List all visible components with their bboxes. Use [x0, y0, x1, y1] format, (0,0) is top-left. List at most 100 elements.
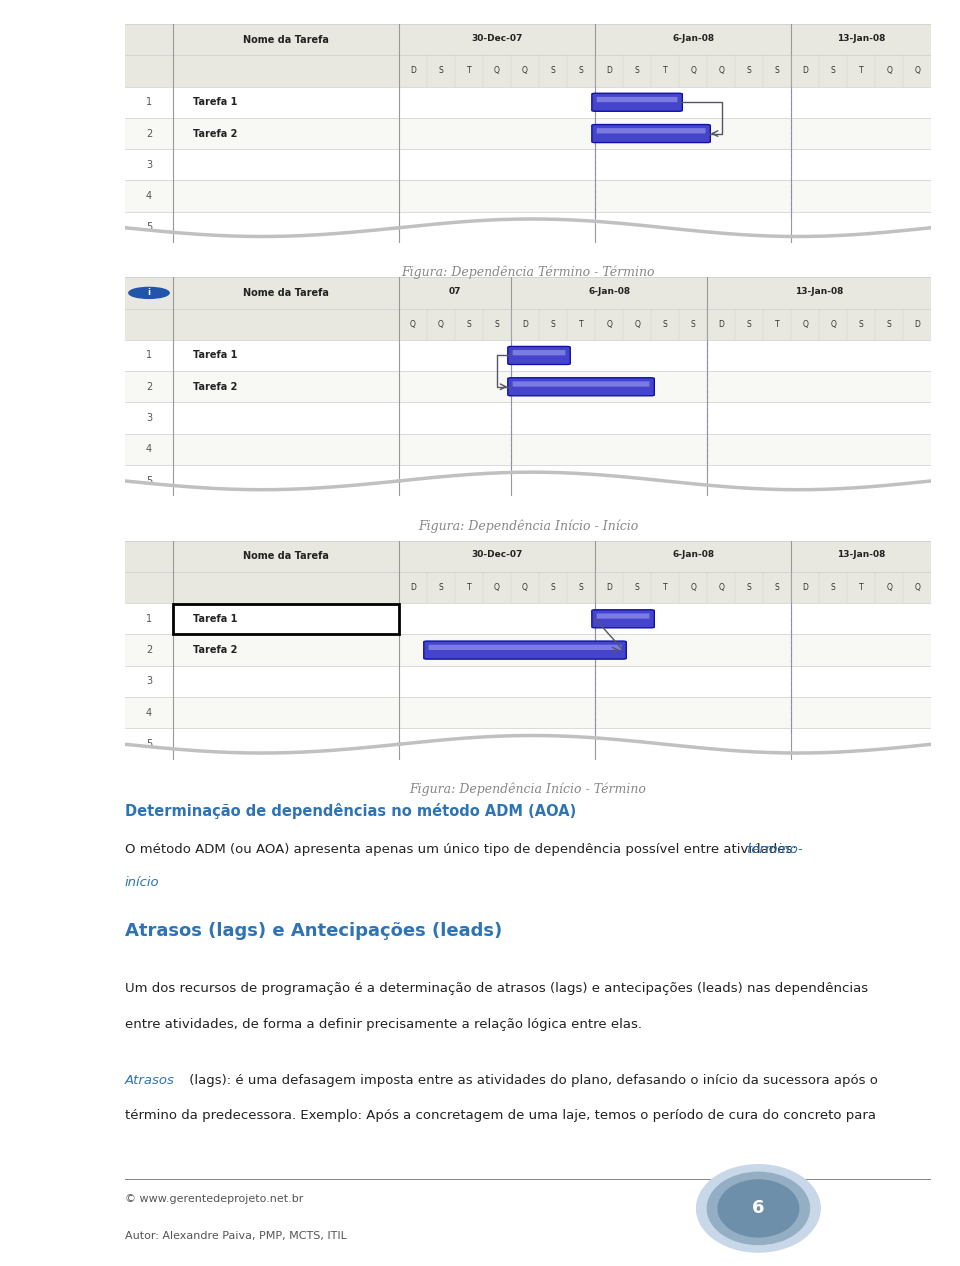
- FancyBboxPatch shape: [125, 371, 931, 403]
- Text: Q: Q: [718, 67, 724, 76]
- Text: Tarefa 2: Tarefa 2: [193, 382, 238, 391]
- FancyBboxPatch shape: [173, 604, 399, 633]
- Text: S: S: [747, 320, 752, 329]
- Text: Figura: Dependência Início - Início: Figura: Dependência Início - Início: [418, 519, 638, 533]
- Text: Q: Q: [522, 584, 528, 592]
- FancyBboxPatch shape: [513, 381, 650, 386]
- Text: S: S: [830, 67, 835, 76]
- Text: S: S: [439, 67, 444, 76]
- FancyBboxPatch shape: [423, 641, 626, 660]
- FancyBboxPatch shape: [125, 698, 931, 728]
- Text: T: T: [662, 584, 667, 592]
- Text: T: T: [579, 320, 584, 329]
- Text: Q: Q: [886, 584, 892, 592]
- Text: 2: 2: [146, 646, 152, 655]
- Text: 1: 1: [146, 97, 152, 108]
- Text: T: T: [662, 67, 667, 76]
- Text: S: S: [859, 320, 864, 329]
- FancyBboxPatch shape: [125, 541, 931, 572]
- Text: Figura: Dependência Término - Término: Figura: Dependência Término - Término: [401, 266, 655, 280]
- Text: S: S: [551, 320, 556, 329]
- Text: Figura: Dependência Início - Término: Figura: Dependência Início - Término: [410, 782, 646, 796]
- Text: T: T: [859, 67, 863, 76]
- FancyBboxPatch shape: [125, 634, 931, 666]
- Text: Q: Q: [438, 320, 444, 329]
- Text: Q: Q: [410, 320, 416, 329]
- FancyBboxPatch shape: [125, 728, 931, 760]
- Text: 2: 2: [146, 129, 152, 138]
- Text: término-: término-: [746, 843, 803, 856]
- Text: Autor: Alexandre Paiva, PMP, MCTS, ITIL: Autor: Alexandre Paiva, PMP, MCTS, ITIL: [125, 1231, 347, 1241]
- Text: © www.gerentedeprojeto.net.br: © www.gerentedeprojeto.net.br: [125, 1194, 303, 1204]
- FancyBboxPatch shape: [125, 603, 931, 634]
- Text: Q: Q: [690, 67, 696, 76]
- Text: 5: 5: [146, 223, 152, 233]
- Text: 6-Jan-08: 6-Jan-08: [588, 287, 630, 296]
- Text: S: S: [747, 584, 752, 592]
- FancyBboxPatch shape: [125, 277, 931, 496]
- Text: D: D: [803, 584, 808, 592]
- Text: Q: Q: [830, 320, 836, 329]
- FancyBboxPatch shape: [508, 377, 655, 396]
- Text: Q: Q: [718, 584, 724, 592]
- Text: término da predecessora. Exemplo: Após a concretagem de uma laje, temos o períod: término da predecessora. Exemplo: Após a…: [125, 1109, 876, 1122]
- Text: S: S: [775, 584, 780, 592]
- Text: Q: Q: [803, 320, 808, 329]
- Text: D: D: [410, 584, 416, 592]
- Text: Q: Q: [494, 584, 500, 592]
- Text: S: S: [691, 320, 695, 329]
- Text: 4: 4: [146, 191, 152, 201]
- FancyBboxPatch shape: [125, 211, 931, 243]
- Text: 13-Jan-08: 13-Jan-08: [795, 287, 843, 296]
- Text: Tarefa 1: Tarefa 1: [193, 97, 238, 108]
- FancyBboxPatch shape: [125, 118, 931, 149]
- FancyBboxPatch shape: [597, 97, 678, 103]
- Text: S: S: [579, 67, 584, 76]
- Text: S: S: [551, 67, 556, 76]
- Text: Q: Q: [494, 67, 500, 76]
- Text: Q: Q: [635, 320, 640, 329]
- Text: Um dos recursos de programação é a determinação de atrasos (lags) e antecipações: Um dos recursos de programação é a deter…: [125, 982, 868, 995]
- Circle shape: [708, 1172, 809, 1244]
- FancyBboxPatch shape: [125, 434, 931, 465]
- Text: D: D: [606, 584, 612, 592]
- Text: S: S: [747, 67, 752, 76]
- Text: 07: 07: [448, 287, 461, 296]
- FancyBboxPatch shape: [597, 614, 650, 619]
- Text: D: D: [522, 320, 528, 329]
- Text: Nome da Tarefa: Nome da Tarefa: [243, 34, 329, 44]
- Text: S: S: [662, 320, 667, 329]
- Text: Determinação de dependências no método ADM (AOA): Determinação de dependências no método A…: [125, 803, 576, 819]
- Text: S: S: [775, 67, 780, 76]
- FancyBboxPatch shape: [508, 347, 570, 365]
- Circle shape: [129, 287, 169, 299]
- Text: 6-Jan-08: 6-Jan-08: [672, 34, 714, 43]
- Text: Q: Q: [886, 67, 892, 76]
- Text: início: início: [125, 876, 159, 889]
- Text: D: D: [803, 67, 808, 76]
- Text: T: T: [775, 320, 780, 329]
- FancyBboxPatch shape: [591, 94, 683, 111]
- Text: T: T: [467, 584, 471, 592]
- Text: 30-Dec-07: 30-Dec-07: [471, 34, 522, 43]
- Text: Q: Q: [690, 584, 696, 592]
- FancyBboxPatch shape: [125, 24, 931, 56]
- Text: S: S: [467, 320, 471, 329]
- Text: S: S: [439, 584, 444, 592]
- Text: S: S: [830, 584, 835, 592]
- Text: S: S: [887, 320, 892, 329]
- Text: D: D: [914, 320, 920, 329]
- Text: O método ADM (ou AOA) apresenta apenas um único tipo de dependência possível ent: O método ADM (ou AOA) apresenta apenas u…: [125, 843, 801, 856]
- FancyBboxPatch shape: [125, 403, 931, 434]
- FancyBboxPatch shape: [597, 128, 706, 133]
- Text: Tarefa 2: Tarefa 2: [193, 646, 238, 655]
- Text: 4: 4: [146, 708, 152, 718]
- Text: (lags): é uma defasagem imposta entre as atividades do plano, defasando o início: (lags): é uma defasagem imposta entre as…: [185, 1074, 878, 1086]
- Text: Tarefa 1: Tarefa 1: [193, 351, 238, 361]
- Text: 5: 5: [146, 476, 152, 486]
- FancyBboxPatch shape: [125, 56, 931, 86]
- FancyBboxPatch shape: [125, 277, 931, 309]
- Text: Atrasos: Atrasos: [125, 1074, 175, 1086]
- Text: 13-Jan-08: 13-Jan-08: [837, 34, 885, 43]
- Text: 2: 2: [146, 382, 152, 391]
